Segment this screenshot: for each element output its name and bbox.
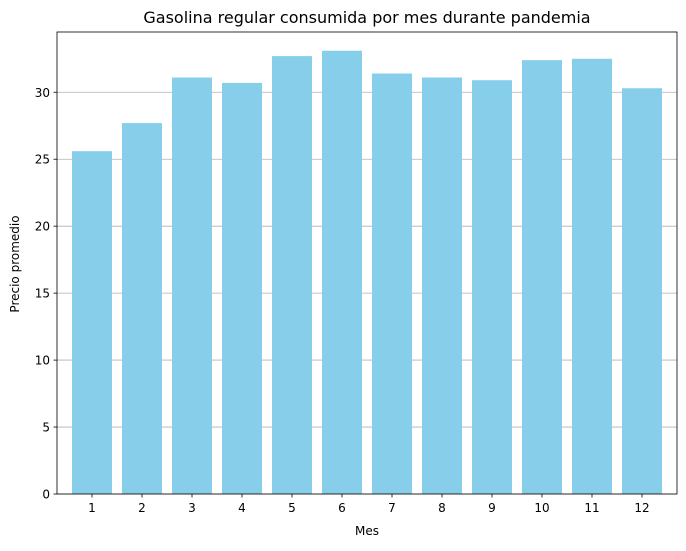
x-tick-label: 4 (238, 501, 246, 515)
x-tick-label: 5 (288, 501, 296, 515)
y-tick-label: 30 (35, 86, 50, 100)
y-tick-label: 15 (35, 287, 50, 301)
y-tick-label: 25 (35, 153, 50, 167)
y-axis-ticks: 0 5 10 15 20 25 30 (35, 86, 57, 502)
x-tick-label: 1 (88, 501, 96, 515)
axes-spines (56, 31, 678, 495)
x-axis-label: Mes (355, 524, 379, 538)
bar-mes-10 (522, 60, 562, 495)
x-tick-label: 2 (138, 501, 146, 515)
x-tick-label: 11 (584, 501, 599, 515)
x-tick-label: 12 (634, 501, 649, 515)
bar-mes-3 (172, 77, 212, 495)
bar-mes-4 (222, 82, 262, 494)
x-tick-label: 10 (534, 501, 549, 515)
x-axis-ticks: 1 2 3 4 5 6 7 8 9 10 11 12 (88, 494, 650, 515)
bar-mes-7 (372, 73, 412, 494)
x-tick-label: 7 (388, 501, 396, 515)
bar-mes-6 (322, 50, 362, 494)
y-tick-label: 0 (42, 488, 50, 502)
bar-mes-2 (122, 123, 162, 495)
x-tick-label: 9 (488, 501, 496, 515)
x-tick-label: 3 (188, 501, 196, 515)
axes-frame (56, 31, 678, 495)
bar-mes-5 (272, 56, 312, 495)
x-tick-label: 8 (438, 501, 446, 515)
bars (72, 50, 662, 495)
bar-mes-12 (622, 88, 662, 495)
y-tick-label: 10 (35, 354, 50, 368)
y-axis-label: Precio promedio (8, 215, 22, 312)
bar-mes-8 (422, 77, 462, 495)
bar-mes-1 (72, 151, 112, 494)
bar-mes-11 (572, 58, 612, 495)
bar-mes-9 (472, 80, 512, 495)
chart-title: Gasolina regular consumida por mes duran… (143, 8, 590, 27)
y-tick-label: 20 (35, 220, 50, 234)
x-tick-label: 6 (338, 501, 346, 515)
y-tick-label: 5 (42, 421, 50, 435)
